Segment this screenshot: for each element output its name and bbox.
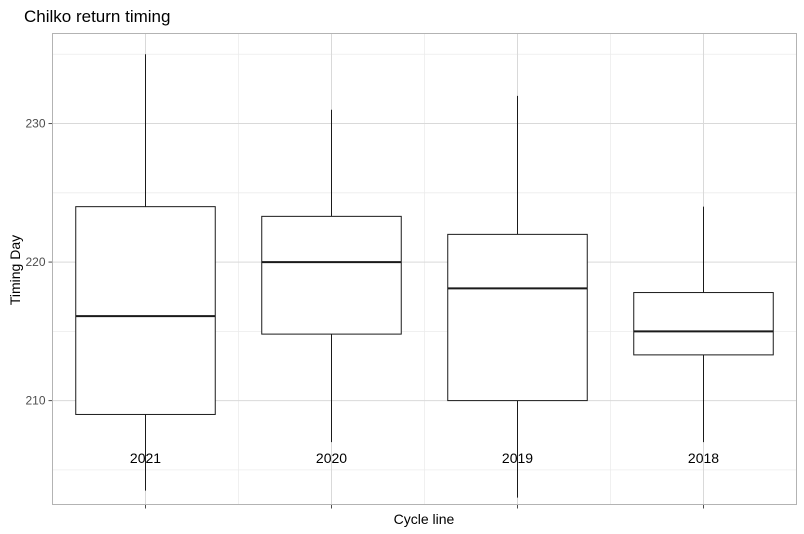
box-2020 bbox=[261, 109, 402, 443]
chart-title: Chilko return timing bbox=[24, 7, 170, 26]
y-axis: 210 220 230 bbox=[25, 117, 53, 408]
box-2021 bbox=[75, 54, 216, 491]
plot-panel-border bbox=[52, 33, 797, 505]
y-tick-label: 230 bbox=[25, 117, 45, 131]
y-tick-label: 220 bbox=[25, 255, 45, 269]
category-label: 2019 bbox=[502, 450, 533, 466]
iqr-box bbox=[447, 233, 588, 402]
box-series bbox=[75, 54, 774, 498]
category-label: 2021 bbox=[130, 450, 161, 466]
category-labels: 2021 2020 2019 2018 bbox=[130, 450, 719, 466]
iqr-box bbox=[261, 215, 402, 335]
x-axis bbox=[145, 504, 704, 509]
box-2018 bbox=[633, 206, 774, 443]
x-axis-title: Cycle line bbox=[394, 511, 455, 527]
category-label: 2020 bbox=[316, 450, 347, 466]
y-tick-label: 210 bbox=[25, 394, 45, 408]
iqr-box bbox=[75, 206, 216, 415]
category-label: 2018 bbox=[688, 450, 719, 466]
iqr-box bbox=[633, 292, 774, 356]
box-2019 bbox=[447, 95, 588, 498]
y-axis-title: Timing Day bbox=[7, 235, 23, 305]
